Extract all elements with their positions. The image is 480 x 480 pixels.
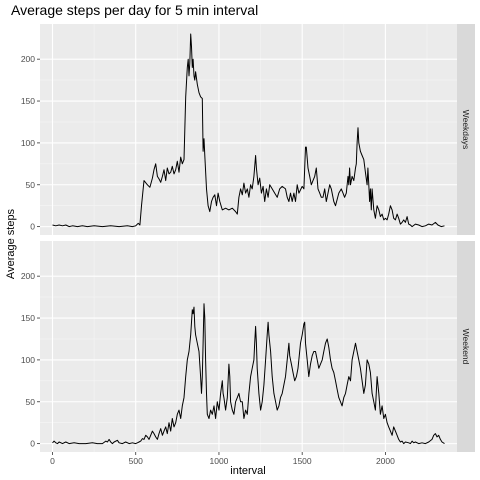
y-tick-label: 100 (21, 355, 35, 365)
y-tick-label: 100 (21, 138, 35, 148)
panel-background (40, 241, 457, 452)
x-tick-label: 2000 (376, 456, 395, 466)
y-tick-label: 0 (30, 439, 35, 449)
facet-strip-label: Weekend (461, 329, 471, 365)
facet-weekend: 0 50 100 150 200 Weekend (21, 241, 475, 452)
y-tick-label: 50 (26, 397, 36, 407)
y-tick-label: 200 (21, 54, 35, 64)
facet-weekdays: 0 50 100 150 200 Weekdays (21, 24, 475, 235)
y-tick-label: 50 (26, 180, 36, 190)
x-axis: 0 500 1000 1500 2000 (50, 452, 395, 466)
y-axis-title: Average steps (5, 208, 17, 279)
x-tick-label: 500 (129, 456, 143, 466)
y-tick-label: 200 (21, 271, 35, 281)
facet-strip (457, 241, 475, 452)
series-line-weekend (52, 303, 445, 445)
x-tick-label: 1000 (209, 456, 228, 466)
facet-strip (457, 24, 475, 235)
series-line-weekdays (52, 33, 445, 228)
chart-title: Average steps per day for 5 min interval (11, 2, 258, 18)
x-axis-title: interval (230, 465, 265, 477)
y-tick-label: 150 (21, 313, 35, 323)
y-tick-label: 0 (30, 222, 35, 232)
panel-background (40, 24, 457, 235)
x-tick-label: 0 (50, 456, 55, 466)
y-tick-label: 150 (21, 96, 35, 106)
facet-strip-label: Weekdays (461, 110, 471, 150)
x-tick-label: 1500 (293, 456, 312, 466)
